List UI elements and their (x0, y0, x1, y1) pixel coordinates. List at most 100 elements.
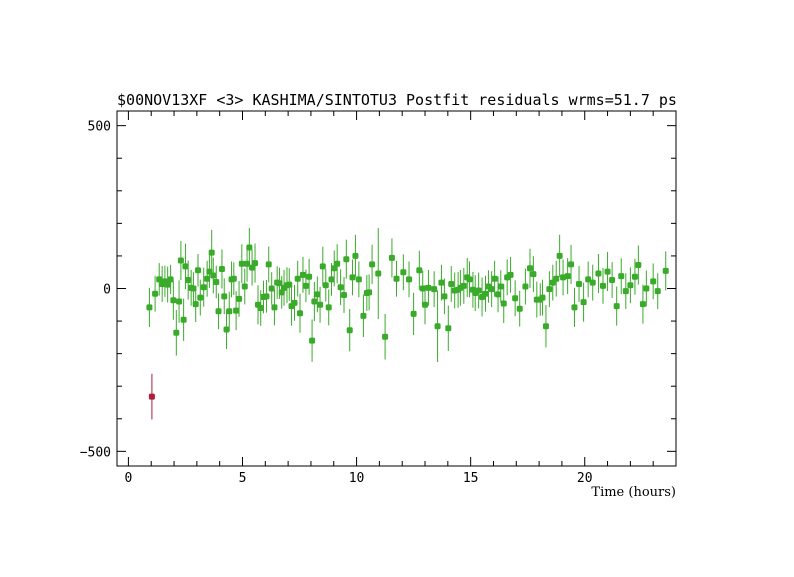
point-marker (491, 275, 498, 282)
point-marker (553, 275, 560, 282)
point-marker (580, 299, 587, 306)
point-marker (425, 284, 432, 291)
point-marker (190, 285, 197, 292)
point-marker (263, 293, 270, 300)
point-marker (197, 294, 204, 301)
data-point (539, 279, 546, 316)
point-marker (530, 271, 537, 278)
point-marker (355, 276, 362, 283)
data-point (286, 268, 293, 301)
point-marker (576, 280, 583, 287)
point-marker (434, 323, 441, 330)
point-marker (388, 254, 395, 261)
plot-frame (116, 110, 677, 467)
point-marker (512, 295, 519, 302)
point-marker (271, 304, 278, 311)
data-point (180, 298, 187, 341)
data-point (309, 319, 316, 362)
x-tick-label: 15 (463, 471, 479, 486)
data-point (268, 272, 275, 305)
axis-ticks: 0 5 10 15 20 −500 0 500 (80, 111, 677, 486)
data-point (441, 278, 448, 315)
point-marker (176, 298, 183, 305)
point-marker (346, 327, 353, 334)
point-marker (556, 252, 563, 259)
point-marker (627, 282, 634, 289)
data-point (223, 309, 230, 350)
data-point (400, 254, 407, 291)
point-marker (334, 260, 341, 267)
data-point (388, 238, 395, 278)
point-marker (406, 276, 413, 283)
data-point (343, 239, 350, 279)
data-point (176, 280, 183, 323)
data-point (302, 269, 309, 303)
x-tick-label: 0 (124, 471, 132, 486)
data-point (445, 305, 452, 352)
data-point (238, 244, 245, 284)
data-point (553, 260, 560, 297)
point-marker (526, 265, 533, 272)
data-point (595, 253, 602, 294)
data-point (522, 268, 529, 305)
data-point (542, 305, 549, 348)
point-marker (448, 280, 455, 287)
data-point (618, 258, 625, 295)
data-point (271, 289, 278, 326)
data-point (622, 273, 629, 310)
data-point (491, 260, 498, 297)
point-marker (488, 286, 495, 293)
point-marker (208, 249, 215, 256)
point-marker (167, 276, 174, 283)
point-marker (328, 276, 335, 283)
data-point (334, 244, 341, 284)
data-point (210, 257, 217, 294)
point-marker (349, 274, 356, 281)
data-point (325, 289, 332, 326)
point-marker (375, 270, 382, 277)
data-point (546, 271, 553, 308)
point-marker (400, 269, 407, 276)
point-marker (238, 260, 245, 267)
point-marker (650, 278, 657, 285)
data-point (263, 280, 270, 313)
point-marker (233, 307, 240, 314)
point-marker (306, 273, 313, 280)
data-point (252, 243, 259, 283)
point-marker (218, 265, 225, 272)
point-marker (654, 288, 661, 295)
chart-title: $00NOV13XF <3> KASHIMA/SINTOTU3 Postfit … (117, 91, 677, 109)
data-point (369, 244, 376, 284)
point-marker (236, 295, 243, 302)
point-marker (539, 294, 546, 301)
data-point (319, 246, 326, 286)
data-point (500, 283, 507, 324)
data-point (317, 286, 324, 323)
data-point (190, 272, 197, 305)
data-point (571, 287, 578, 327)
x-tick-label: 5 (239, 471, 247, 486)
point-marker (595, 270, 602, 277)
data-point (221, 278, 228, 315)
data-point (185, 260, 192, 300)
point-marker (317, 301, 324, 308)
data-point (255, 285, 262, 325)
point-marker (500, 300, 507, 307)
point-marker (516, 305, 523, 312)
point-marker (182, 263, 189, 270)
data-point (360, 294, 367, 338)
data-point (639, 284, 646, 324)
data-point (654, 273, 661, 310)
x-tick-label: 20 (577, 471, 593, 486)
point-marker (311, 298, 318, 305)
point-marker (571, 304, 578, 311)
data-point (448, 266, 455, 302)
point-marker (522, 283, 529, 290)
point-marker (314, 291, 321, 298)
data-point (556, 234, 563, 278)
data-point (466, 261, 473, 298)
data-point (294, 260, 301, 297)
point-marker (542, 323, 549, 330)
point-marker (286, 281, 293, 288)
